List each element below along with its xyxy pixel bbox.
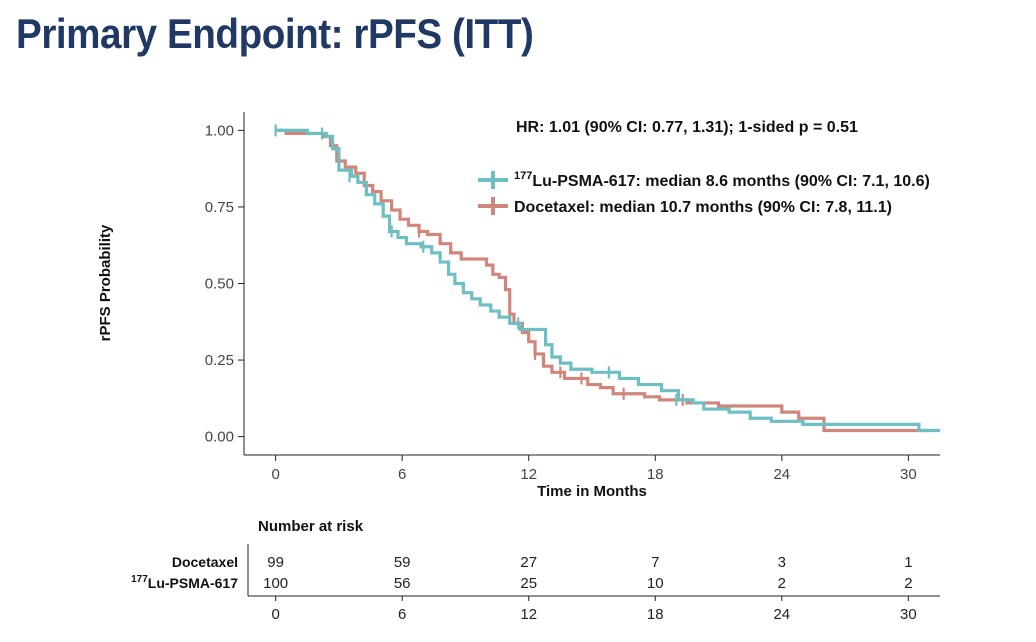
risk-time-tick-label: 12 [520, 606, 537, 623]
x-ticks: 0 6 12 18 24 30 [271, 455, 917, 483]
risk-value: 56 [394, 575, 411, 592]
risk-value: 99 [267, 554, 284, 571]
x-tick-label: 12 [520, 466, 537, 483]
risk-value: 27 [520, 554, 537, 571]
risk-time-ticks: 0 6 12 18 24 30 [271, 596, 917, 623]
y-tick-label: 0.75 [205, 199, 234, 216]
legend-label-docetaxel: Docetaxel: median 10.7 months (90% CI: 7… [514, 199, 892, 216]
y-ticks: 0.00 0.25 0.50 0.75 1.00 [205, 122, 244, 446]
legend: 177Lu-PSMA-617: median 8.6 months (90% C… [478, 170, 930, 216]
x-tick-label: 6 [398, 466, 406, 483]
legend-item-lu-psma: 177Lu-PSMA-617: median 8.6 months (90% C… [478, 170, 930, 190]
risk-time-tick-label: 0 [271, 606, 279, 623]
risk-values: 99 59 27 7 3 1 100 56 25 10 2 2 [263, 554, 912, 592]
slide-title: Primary Endpoint: rPFS (ITT) [16, 10, 534, 57]
y-tick-label: 0.25 [205, 352, 234, 369]
x-tick-label: 0 [271, 466, 279, 483]
legend-lu-rest: Lu-PSMA-617: median 8.6 months (90% CI: … [532, 173, 929, 190]
risk-time-tick-label: 18 [647, 606, 664, 623]
risk-time-tick-label: 6 [398, 606, 406, 623]
risk-time-tick-label: 24 [773, 606, 790, 623]
km-curve-docetaxel [275, 128, 930, 433]
y-tick-label: 0.00 [205, 429, 234, 446]
legend-item-docetaxel: Docetaxel: median 10.7 months (90% CI: 7… [478, 197, 892, 216]
risk-value: 10 [647, 575, 664, 592]
hr-annotation: HR: 1.01 (90% CI: 0.77, 1.31); 1-sided p… [516, 119, 858, 136]
risk-value: 59 [394, 554, 411, 571]
x-tick-label: 30 [900, 466, 917, 483]
x-tick-label: 18 [647, 466, 664, 483]
y-tick-label: 0.50 [205, 276, 234, 293]
legend-label-lu-psma: 177Lu-PSMA-617: median 8.6 months (90% C… [514, 170, 930, 190]
risk-value: 2 [778, 575, 786, 592]
risk-label-superscript-177: 177 [131, 574, 148, 585]
risk-value: 3 [778, 554, 786, 571]
x-axis-title: Time in Months [537, 483, 647, 500]
risk-value: 25 [520, 575, 537, 592]
risk-value: 2 [904, 575, 912, 592]
y-tick-label: 1.00 [205, 122, 234, 139]
km-curves [274, 124, 940, 433]
risk-row-label-lu-psma: 177Lu-PSMA-617 [131, 574, 238, 591]
risk-value: 100 [263, 575, 288, 592]
risk-table-title: Number at risk [258, 518, 364, 535]
risk-row-label-docetaxel: Docetaxel [172, 554, 238, 570]
risk-time-tick-label: 30 [900, 606, 917, 623]
risk-value: 1 [904, 554, 912, 571]
y-axis-title: rPFS Probability [97, 224, 114, 341]
risk-value: 7 [651, 554, 659, 571]
legend-superscript-177: 177 [514, 170, 532, 182]
x-tick-label: 24 [773, 466, 790, 483]
km-curve-177lu-psma-617 [275, 128, 940, 433]
risk-label-lu-rest: Lu-PSMA-617 [148, 575, 238, 591]
